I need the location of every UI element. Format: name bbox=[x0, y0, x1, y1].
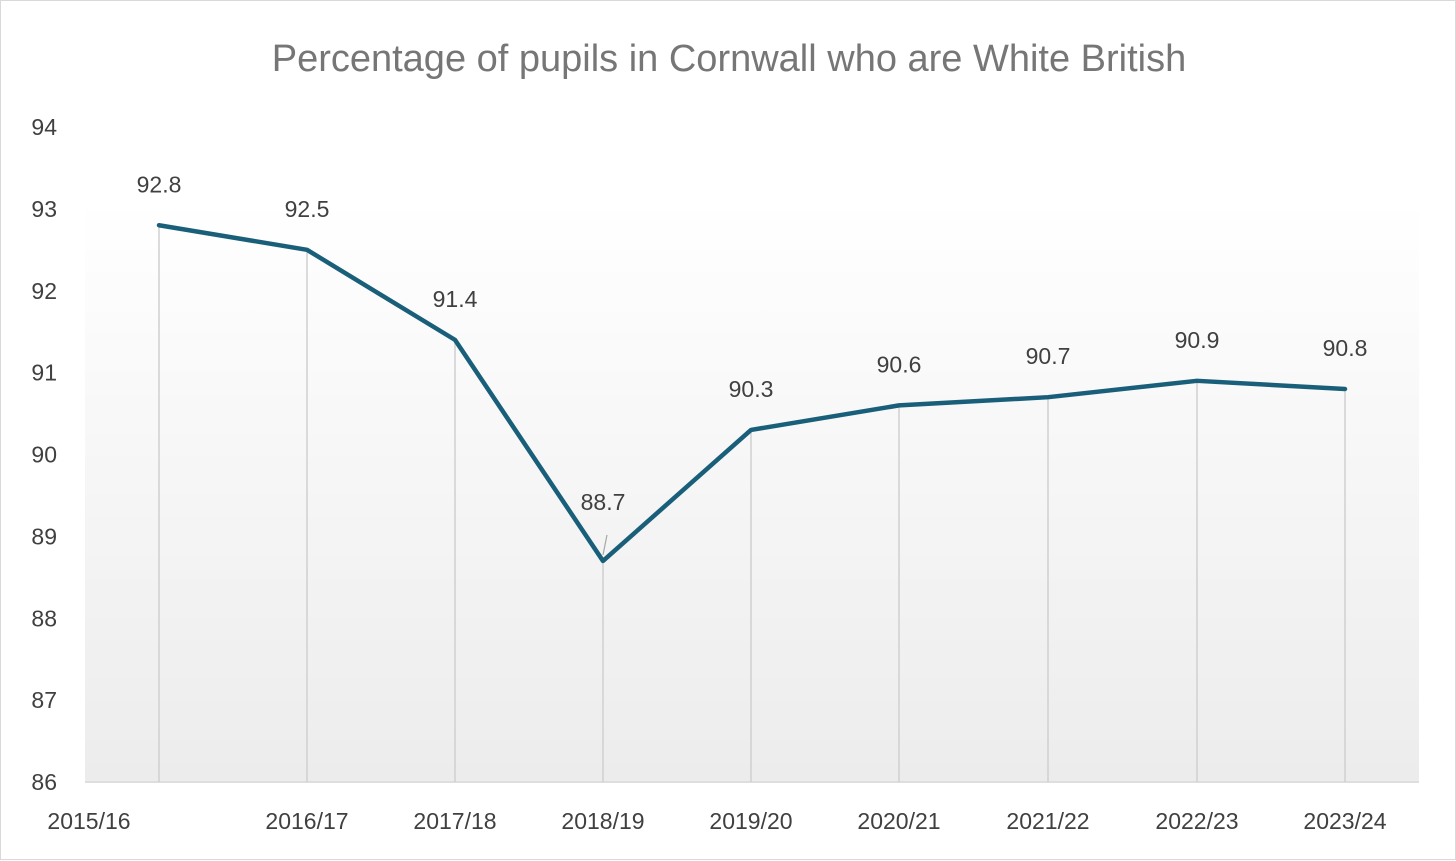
x-tick-label: 2019/20 bbox=[709, 808, 792, 834]
y-tick-label: 90 bbox=[31, 442, 57, 468]
series-line bbox=[156, 223, 1348, 564]
y-tick-label: 91 bbox=[31, 360, 57, 386]
y-tick-label: 86 bbox=[31, 769, 57, 795]
data-labels: 92.8 92.5 91.4 88.7 90.3 90.6 90.7 90.9 90.8 bbox=[137, 171, 1368, 556]
data-label: 92.8 bbox=[137, 171, 182, 197]
data-label: 90.9 bbox=[1175, 327, 1220, 353]
x-tick-label: 2018/19 bbox=[561, 808, 644, 834]
leader-line bbox=[602, 534, 608, 556]
y-tick-label: 87 bbox=[31, 687, 57, 713]
drop-lines bbox=[158, 225, 1346, 782]
x-tick-label: 2017/18 bbox=[413, 808, 496, 834]
data-label: 90.8 bbox=[1323, 335, 1368, 361]
y-tick-label: 89 bbox=[31, 523, 57, 549]
y-tick-label: 92 bbox=[31, 278, 57, 304]
chart-title: Percentage of pupils in Cornwall who are… bbox=[272, 38, 1187, 80]
data-label: 88.7 bbox=[581, 489, 626, 515]
series-group bbox=[156, 223, 1348, 564]
data-label: 90.7 bbox=[1026, 343, 1071, 369]
data-label: 92.5 bbox=[285, 196, 330, 222]
data-label: 90.6 bbox=[877, 351, 922, 377]
x-axis-ticks: 2015/16 2016/17 2017/18 2018/19 2019/20 2020/… bbox=[47, 808, 1386, 834]
data-label: 91.4 bbox=[433, 286, 478, 312]
x-tick-label: 2021/22 bbox=[1006, 808, 1089, 834]
x-tick-label: 2020/21 bbox=[857, 808, 940, 834]
x-tick-label: 2022/23 bbox=[1155, 808, 1238, 834]
y-tick-label: 94 bbox=[31, 114, 57, 140]
y-axis-ticks: 86 87 88 89 90 91 92 93 94 bbox=[31, 114, 57, 795]
x-tick-label: 2023/24 bbox=[1303, 808, 1386, 834]
x-tick-label: 2015/16 bbox=[47, 808, 130, 834]
plot-area-background bbox=[85, 201, 1419, 783]
y-tick-label: 88 bbox=[31, 605, 57, 631]
data-label: 90.3 bbox=[729, 376, 774, 402]
x-tick-label: 2016/17 bbox=[265, 808, 348, 834]
y-tick-label: 93 bbox=[31, 196, 57, 222]
